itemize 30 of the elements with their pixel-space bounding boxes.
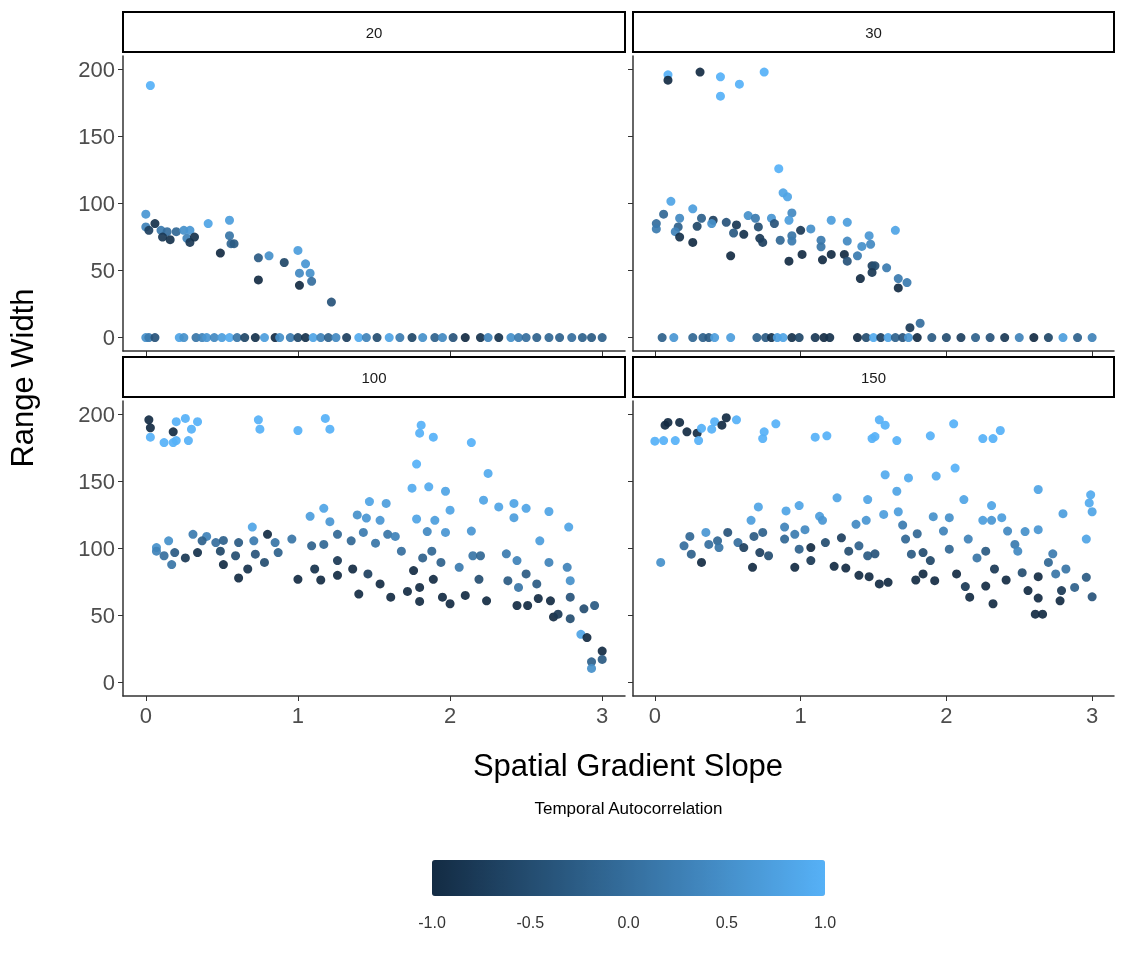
color-bar-label: -1.0: [418, 913, 446, 931]
chart-title: 20: [365, 23, 383, 41]
y-tick-label: 0: [102, 325, 115, 351]
x-tick-label: 1: [291, 702, 305, 728]
x-tick-label: 3: [1086, 702, 1099, 728]
x-axis-title: Spatial Gradient Slope: [472, 747, 784, 783]
y-tick-label: 0: [102, 670, 115, 696]
y-tick-label: 100: [78, 191, 115, 216]
x-tick-label: 3: [596, 702, 609, 728]
x-tick-label: 0: [139, 702, 152, 728]
y-tick-label: 50: [90, 258, 115, 284]
color-bar-label: 1.0: [813, 913, 837, 931]
x-tick-label: 2: [940, 702, 953, 728]
y-tick-label: 100: [78, 536, 115, 561]
chart-title: 30: [865, 23, 882, 41]
color-bar-label: 0.5: [715, 913, 738, 931]
x-tick-label: 2: [443, 702, 457, 728]
x-tick-label: 1: [794, 702, 807, 728]
chart-title: 100: [361, 368, 387, 386]
y-tick-label: 150: [78, 123, 115, 149]
y-tick-label: 200: [78, 401, 115, 427]
color-bar-title: Temporal Autocorrelation: [534, 798, 723, 818]
color-bar-label: -0.5: [516, 913, 545, 931]
y-tick-label: 200: [78, 56, 115, 82]
y-tick-label: 50: [90, 603, 115, 629]
y-tick-label: 150: [78, 468, 115, 494]
y-axis-title: Range Width: [4, 288, 40, 468]
x-tick-label: 0: [648, 702, 661, 728]
chart-title: 150: [860, 368, 887, 386]
color-bar-label: 0.0: [617, 913, 640, 931]
